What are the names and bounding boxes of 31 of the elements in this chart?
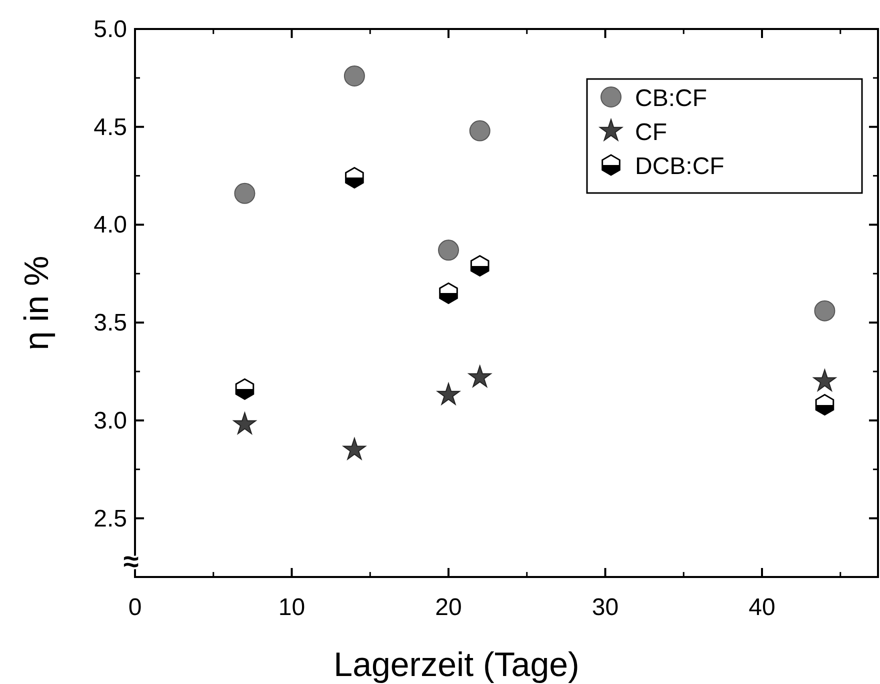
point xyxy=(439,282,458,304)
x-tick-label: 40 xyxy=(748,594,776,621)
point xyxy=(235,378,254,400)
x-tick-label: 10 xyxy=(278,594,306,621)
point xyxy=(813,369,836,392)
point xyxy=(468,365,492,388)
point xyxy=(437,382,460,405)
y-tick-label: 5.0 xyxy=(94,16,127,43)
legend-label: CF xyxy=(635,119,667,146)
point xyxy=(234,182,256,204)
legend-label: DCB:CF xyxy=(635,153,724,180)
point xyxy=(815,394,834,416)
point xyxy=(469,120,490,142)
x-axis-title: Lagerzeit (Tage) xyxy=(334,646,580,684)
point xyxy=(342,438,366,460)
y-tick-label: 4.0 xyxy=(94,212,127,239)
legend-label: CB:CF xyxy=(635,85,707,112)
point xyxy=(814,300,836,322)
y-tick-label: 3.5 xyxy=(94,310,127,337)
y-axis-title: η in % xyxy=(18,256,56,350)
point xyxy=(344,65,365,86)
x-tick-label: 0 xyxy=(128,594,142,621)
y-tick-label: 2.5 xyxy=(94,505,127,532)
point xyxy=(470,255,490,277)
point xyxy=(345,166,364,188)
point xyxy=(438,240,459,261)
x-tick-label: 30 xyxy=(592,594,619,621)
x-tick-label: 20 xyxy=(435,594,462,621)
y-tick-label: 3.0 xyxy=(94,407,127,434)
point xyxy=(233,412,256,434)
y-tick-label: 4.5 xyxy=(94,114,127,141)
